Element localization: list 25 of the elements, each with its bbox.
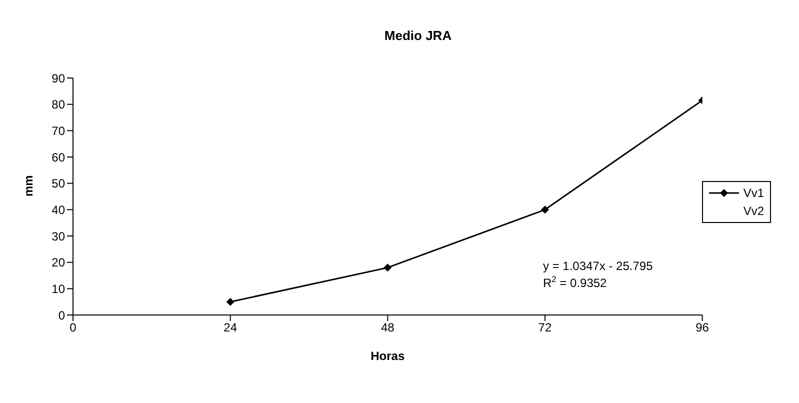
x-tick-label: 96 xyxy=(696,320,710,335)
annotation: R$^{2}$ = 0.9352 xyxy=(543,274,608,290)
point xyxy=(384,264,392,272)
y-tick-label: 80 xyxy=(52,98,66,112)
x-tick-label: 24 xyxy=(224,320,238,335)
y-tick-label: 70 xyxy=(52,124,66,138)
x-tick-label: 0 xyxy=(70,320,77,335)
y-tick-label: 50 xyxy=(52,176,66,191)
annotation: y = 1.0347x - 25.795 xyxy=(543,259,654,273)
point xyxy=(540,206,549,214)
y-tick-label: 40 xyxy=(52,202,66,217)
y-tick-label: 30 xyxy=(52,229,66,244)
y-axis-title: mm xyxy=(21,175,36,196)
y-tick-label: 90 xyxy=(52,71,66,86)
x-axis-title: Horas xyxy=(370,349,405,363)
y-tick-label: 10 xyxy=(52,282,66,296)
legend-label: Vv1 xyxy=(743,186,764,200)
text: Vv2 xyxy=(743,204,764,218)
x-tick-label: 48 xyxy=(380,320,395,335)
chart-title: Medio JRA xyxy=(384,28,452,43)
x-tick-label: 72 xyxy=(538,320,552,335)
y-tick-label: 20 xyxy=(52,256,66,270)
y-tick-label: 0 xyxy=(58,308,66,322)
y-tick-label: 60 xyxy=(52,150,66,164)
point xyxy=(226,298,234,306)
